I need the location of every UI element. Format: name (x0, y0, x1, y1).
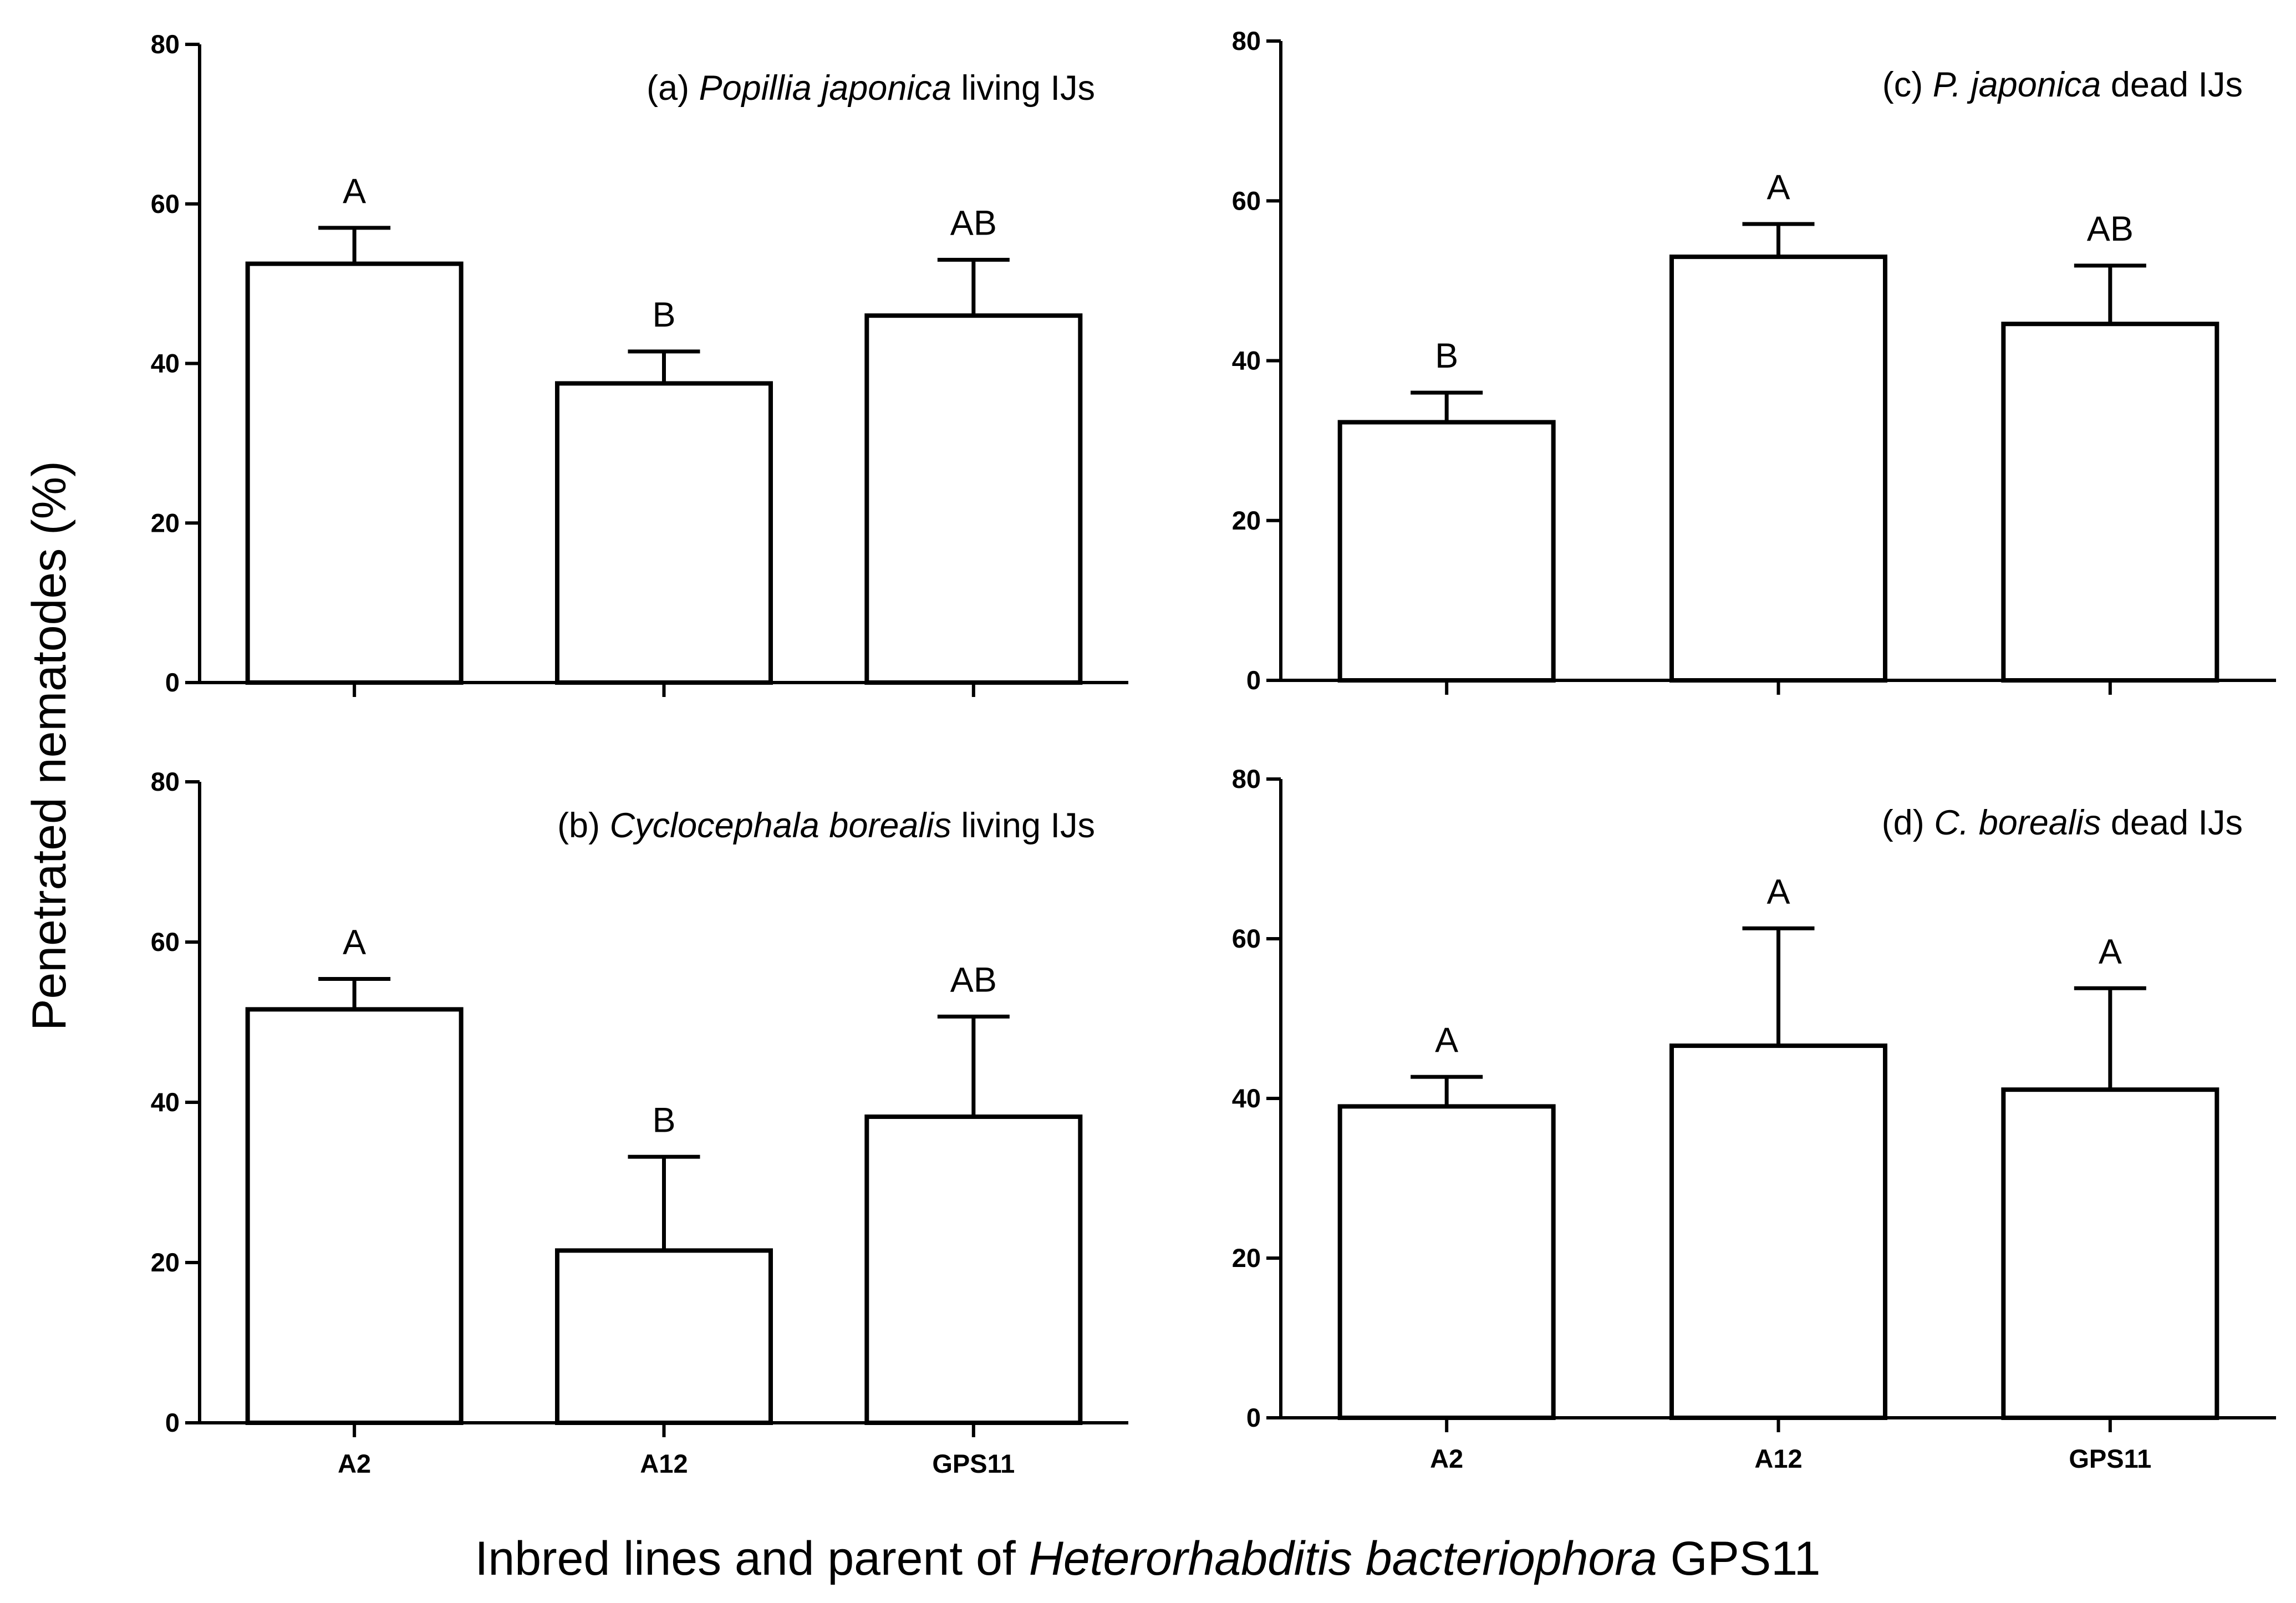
y-tick-label: 80 (151, 29, 180, 59)
x-axis-title: Inbred lines and parent of Heterorhabdit… (475, 1532, 1820, 1585)
significance-label: A (1766, 168, 1790, 207)
significance-label: A (343, 923, 366, 961)
panel-title-suffix: dead IJs (2101, 65, 2243, 104)
panel-d: 0 20 40 60 80 (d) C. borealis dead IJs A A2 A A12… (1232, 764, 2276, 1473)
significance-label: B (652, 296, 675, 334)
category-label: A12 (640, 1449, 688, 1478)
x-axis-title-species: Heterorhabditis bacteriophora (1029, 1532, 1657, 1585)
significance-label: AB (2087, 210, 2134, 248)
significance-label: A (343, 172, 366, 211)
significance-label: A (2099, 932, 2122, 971)
panel-title: (c) P. japonica dead IJs (1882, 65, 2243, 104)
bar-gps11 (2001, 1087, 2219, 1421)
y-tick-label: 60 (1232, 186, 1261, 215)
panel-title-prefix: (d) (1882, 803, 1934, 842)
bar-a12 (555, 381, 773, 685)
panel-title: (a) Popillia japonica living IJs (646, 69, 1095, 108)
bar-gps11 (864, 313, 1083, 685)
panel-title-species: C. borealis (1934, 803, 2101, 842)
bar-a12 (1669, 255, 1887, 683)
category-label: A2 (338, 1449, 371, 1478)
y-tick-label: 0 (1246, 1403, 1261, 1432)
panel-a: 0 20 40 60 80 (a) Popillia japonica living IJ… (151, 29, 1128, 697)
bar-a2 (1337, 1104, 1556, 1420)
significance-label: A (1766, 872, 1790, 911)
panel-title-prefix: (a) (646, 69, 699, 108)
panel-title: (b) Cyclocephala borealis living IJs (557, 806, 1095, 845)
significance-label: A (1435, 1021, 1458, 1060)
y-tick-label: 0 (165, 1408, 180, 1437)
y-tick-label: 20 (151, 508, 180, 537)
category-label: A2 (1430, 1444, 1463, 1473)
y-tick-label: 40 (151, 349, 180, 378)
y-tick-label: 80 (1232, 26, 1261, 55)
panel-title-suffix: living IJs (951, 69, 1095, 108)
y-tick-label: 40 (1232, 346, 1261, 375)
y-tick-label: 20 (1232, 1243, 1261, 1273)
y-tick-label: 40 (1232, 1083, 1261, 1113)
bar-a2 (245, 261, 464, 685)
y-tick-label: 80 (151, 767, 180, 796)
bar-gps11 (864, 1115, 1083, 1425)
bar-gps11 (2001, 322, 2219, 683)
category-label: GPS11 (932, 1449, 1015, 1478)
significance-label: B (652, 1101, 675, 1139)
panel-title-species: Popillia japonica (699, 69, 951, 108)
x-axis-title-prefix: Inbred lines and parent of (475, 1532, 1029, 1585)
panel-c: 0 20 40 60 80 (c) P. japonica dead IJs B A AB (1232, 26, 2276, 695)
y-tick-label: 0 (1246, 665, 1261, 695)
y-tick-label: 40 (151, 1087, 180, 1117)
y-tick-label: 20 (151, 1248, 180, 1277)
bar-a12 (555, 1248, 773, 1425)
y-tick-label: 60 (1232, 924, 1261, 953)
category-label: GPS11 (2069, 1444, 2151, 1473)
significance-label: AB (950, 203, 997, 242)
panel-title-suffix: living IJs (951, 806, 1095, 845)
significance-label: B (1435, 337, 1458, 375)
category-label: A12 (1754, 1444, 1802, 1473)
y-tick-label: 0 (165, 668, 180, 697)
panel-title-prefix: (b) (557, 806, 610, 845)
panel-b: 0 20 40 60 80 (b) Cyclocephala borealis livin… (151, 767, 1128, 1478)
panel-title-species: Cyclocephala borealis (610, 806, 951, 845)
y-axis-title: Penetrated nematodes (%) (23, 461, 76, 1031)
y-tick-label: 60 (151, 927, 180, 956)
y-tick-label: 60 (151, 189, 180, 218)
panel-title-suffix: dead IJs (2101, 803, 2243, 842)
bar-a12 (1669, 1043, 1887, 1420)
panel-title-species: P. japonica (1933, 65, 2101, 104)
x-axis-title-suffix: GPS11 (1657, 1532, 1821, 1585)
panel-title: (d) C. borealis dead IJs (1882, 803, 2243, 842)
panel-title-prefix: (c) (1882, 65, 1933, 104)
y-tick-label: 20 (1232, 506, 1261, 535)
bar-a2 (245, 1007, 464, 1425)
y-tick-label: 80 (1232, 764, 1261, 793)
significance-label: AB (950, 960, 997, 999)
bar-a2 (1337, 420, 1556, 683)
